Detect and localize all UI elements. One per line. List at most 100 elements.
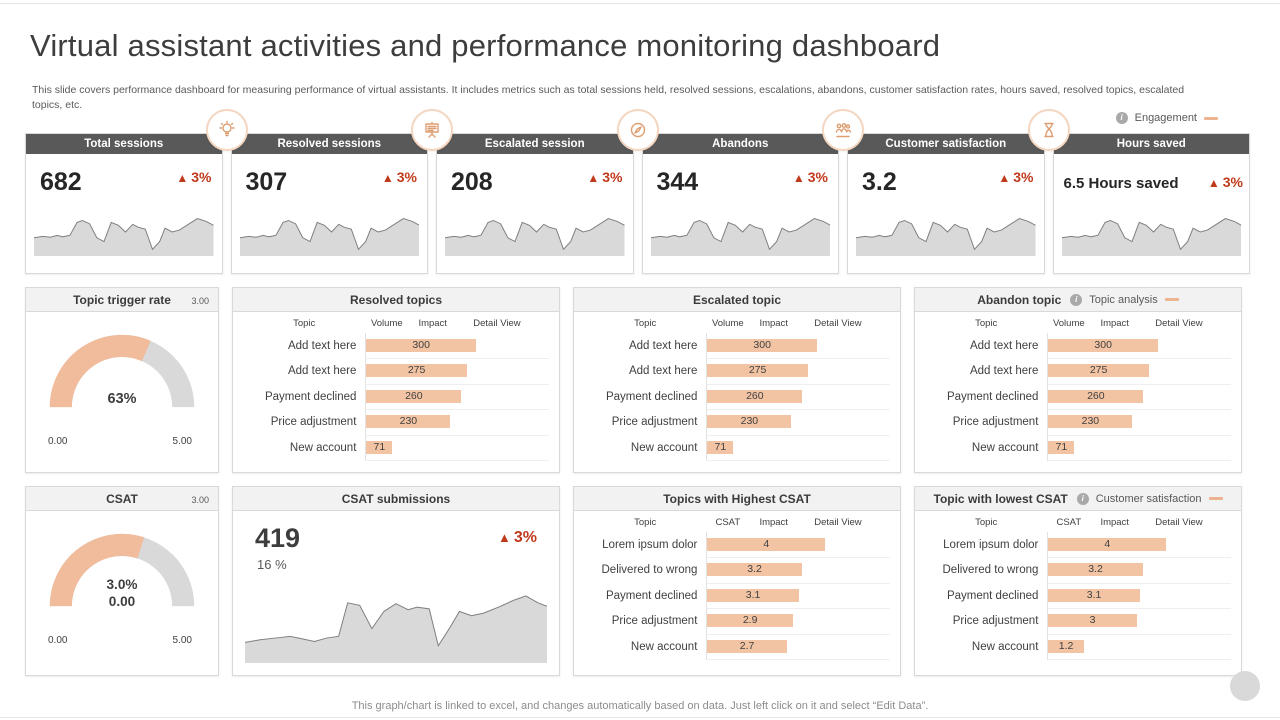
topic-trigger-rate-gauge[interactable]: 63% bbox=[37, 322, 207, 420]
bar-area: 260 bbox=[706, 383, 890, 410]
value-bar[interactable]: 3.1 bbox=[707, 588, 799, 602]
table-row[interactable]: Payment declined 260 bbox=[243, 383, 549, 410]
table-row[interactable]: Payment declined 260 bbox=[584, 383, 890, 410]
bar-area: 2.7 bbox=[706, 633, 890, 660]
value-bar[interactable]: 3.1 bbox=[1048, 588, 1140, 602]
bar-area: 230 bbox=[1047, 409, 1231, 436]
row-topic-label: New account bbox=[630, 640, 698, 653]
value-bar[interactable]: 3.2 bbox=[707, 563, 802, 577]
kpi-card-1[interactable]: Total sessions 682 ▲ 3% bbox=[25, 133, 223, 274]
abandon-topic-table[interactable]: Topic Volume Impact Detail View Add text her… bbox=[925, 318, 1231, 466]
table-row[interactable]: Add text here 300 bbox=[243, 332, 549, 359]
value-bar[interactable]: 260 bbox=[1048, 389, 1144, 403]
value-bar[interactable]: 260 bbox=[366, 389, 462, 403]
table-row[interactable]: Add text here 300 bbox=[584, 332, 890, 359]
csat-gauge[interactable]: 3.0% 0.00 bbox=[37, 521, 207, 619]
table-row[interactable]: New account 71 bbox=[243, 434, 549, 461]
row-topic-label: Add text here bbox=[969, 365, 1039, 378]
decoration-circle bbox=[1230, 671, 1260, 701]
resolved-topics-table[interactable]: Topic Volume Impact Detail View Add text her… bbox=[243, 318, 549, 466]
table-row[interactable]: Payment declined 3.1 bbox=[925, 582, 1231, 609]
topic-analysis-legend: i Topic analysis bbox=[1070, 293, 1179, 306]
panel-topics-highest-csat[interactable]: Topics with Highest CSAT Topic CSAT Impact… bbox=[573, 486, 901, 676]
value-bar[interactable]: 260 bbox=[707, 389, 803, 403]
value-bar[interactable]: 2.9 bbox=[707, 614, 793, 628]
table-row[interactable]: Price adjustment 2.9 bbox=[584, 608, 890, 635]
row-topic-label: Payment declined bbox=[946, 390, 1039, 403]
table-row[interactable]: New account 1.2 bbox=[925, 633, 1231, 660]
bar-value-label: 3 bbox=[1089, 614, 1096, 627]
value-bar[interactable]: 3.2 bbox=[1048, 563, 1143, 577]
table-row[interactable]: Add text here 275 bbox=[925, 358, 1231, 385]
value-bar[interactable]: 300 bbox=[366, 338, 476, 352]
table-row[interactable]: Price adjustment 3 bbox=[925, 608, 1231, 635]
value-bar[interactable]: 4 bbox=[707, 537, 826, 551]
engagement-legend-label: Engagement bbox=[1134, 112, 1197, 124]
panel-row-csat: CSAT 3.00 3.0% 0.00 0.00 5.00 CSAT submis… bbox=[25, 486, 1242, 676]
topic-lowest-csat-table[interactable]: Topic CSAT Impact Detail View Lorem ipsum do… bbox=[925, 517, 1231, 669]
kpi-card-5[interactable]: Customer satisfaction 3.2 ▲ 3% bbox=[847, 133, 1045, 274]
table-row[interactable]: Price adjustment 230 bbox=[925, 409, 1231, 436]
value-bar[interactable]: 1.2 bbox=[1048, 639, 1084, 653]
kpi-card-3[interactable]: Escalated session 208 ▲ 3% bbox=[436, 133, 634, 274]
table-row[interactable]: Payment declined 260 bbox=[925, 383, 1231, 410]
panel-csat[interactable]: CSAT 3.00 3.0% 0.00 0.00 5.00 bbox=[25, 486, 219, 676]
value-bar[interactable]: 71 bbox=[1048, 440, 1075, 454]
panel-csat-submissions[interactable]: CSAT submissions 419 16 % ▲ 3% bbox=[232, 486, 560, 676]
value-bar[interactable]: 3 bbox=[1048, 614, 1137, 628]
value-bar[interactable]: 71 bbox=[366, 440, 393, 454]
csat-submissions-area-chart[interactable] bbox=[245, 577, 547, 663]
value-bar[interactable]: 275 bbox=[1048, 364, 1149, 378]
value-bar[interactable]: 275 bbox=[707, 364, 808, 378]
gauge-reference-value: 3.00 bbox=[191, 296, 209, 306]
kpi-card-4[interactable]: Abandons 344 ▲ 3% bbox=[641, 133, 839, 274]
panel-resolved-topics[interactable]: Resolved topics Topic Volume Impact Detail … bbox=[232, 287, 560, 473]
column-header-impact: Impact bbox=[759, 318, 788, 329]
column-header-detail-view: Detail View bbox=[814, 517, 862, 528]
table-row[interactable]: Lorem ipsum dolor 4 bbox=[584, 531, 890, 558]
table-row[interactable]: Lorem ipsum dolor 4 bbox=[925, 531, 1231, 558]
table-row[interactable]: Delivered to wrong 3.2 bbox=[925, 557, 1231, 584]
column-header-detail-view: Detail View bbox=[1155, 517, 1203, 528]
table-row[interactable]: New account 71 bbox=[925, 434, 1231, 461]
table-row[interactable]: Price adjustment 230 bbox=[243, 409, 549, 436]
value-bar[interactable]: 230 bbox=[1048, 415, 1133, 429]
kpi-delta: ▲ 3% bbox=[587, 169, 623, 185]
value-bar[interactable]: 275 bbox=[366, 364, 467, 378]
value-bar[interactable]: 300 bbox=[1048, 338, 1158, 352]
table-row[interactable]: Price adjustment 230 bbox=[584, 409, 890, 436]
panel-topic-trigger-rate[interactable]: Topic trigger rate 3.00 63% 0.00 5.00 bbox=[25, 287, 219, 473]
bar-area: 4 bbox=[706, 531, 890, 558]
bar-value-label: 230 bbox=[740, 415, 759, 428]
value-bar[interactable]: 2.7 bbox=[707, 639, 787, 653]
value-bar[interactable]: 4 bbox=[1048, 537, 1167, 551]
value-bar[interactable]: 230 bbox=[366, 415, 451, 429]
up-arrow-icon: ▲ bbox=[998, 171, 1011, 185]
value-bar[interactable]: 71 bbox=[707, 440, 734, 454]
column-header-detail-view: Detail View bbox=[473, 318, 521, 329]
bar-value-label: 71 bbox=[373, 440, 386, 453]
table-row[interactable]: Add text here 275 bbox=[584, 358, 890, 385]
table-column-headers: Topic Volume Impact Detail View bbox=[584, 318, 890, 329]
topics-highest-csat-table[interactable]: Topic CSAT Impact Detail View Lorem ipsum do… bbox=[584, 517, 890, 669]
table-row[interactable]: Add text here 300 bbox=[925, 332, 1231, 359]
row-topic-label: Add text here bbox=[287, 339, 357, 352]
table-row[interactable]: Add text here 275 bbox=[243, 358, 549, 385]
info-icon: i bbox=[1076, 492, 1089, 505]
table-row[interactable]: New account 71 bbox=[584, 434, 890, 461]
panel-escalated-topic[interactable]: Escalated topic Topic Volume Impact Detail … bbox=[573, 287, 901, 473]
panel-abandon-topic[interactable]: Abandon topic i Topic analysis Topic Volu… bbox=[914, 287, 1242, 473]
column-header-topic: Topic bbox=[293, 318, 316, 329]
compass-icon bbox=[616, 109, 659, 151]
escalated-topic-table[interactable]: Topic Volume Impact Detail View Add text her… bbox=[584, 318, 890, 466]
kpi-card-6[interactable]: Hours saved 6.5 Hours saved ▲ 3% bbox=[1052, 133, 1250, 274]
panel-topic-lowest-csat[interactable]: Topic with lowest CSAT i Customer satisf… bbox=[914, 486, 1242, 676]
bar-area: 230 bbox=[365, 409, 549, 436]
value-bar[interactable]: 230 bbox=[707, 415, 792, 429]
kpi-sparkline-chart bbox=[650, 208, 830, 256]
value-bar[interactable]: 300 bbox=[707, 338, 817, 352]
kpi-card-2[interactable]: Resolved sessions 307 ▲ 3% bbox=[230, 133, 428, 274]
table-row[interactable]: Payment declined 3.1 bbox=[584, 582, 890, 609]
table-row[interactable]: Delivered to wrong 3.2 bbox=[584, 557, 890, 584]
table-row[interactable]: New account 2.7 bbox=[584, 633, 890, 660]
